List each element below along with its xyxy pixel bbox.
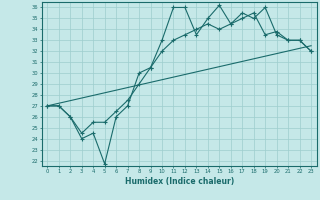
X-axis label: Humidex (Indice chaleur): Humidex (Indice chaleur) xyxy=(124,177,234,186)
